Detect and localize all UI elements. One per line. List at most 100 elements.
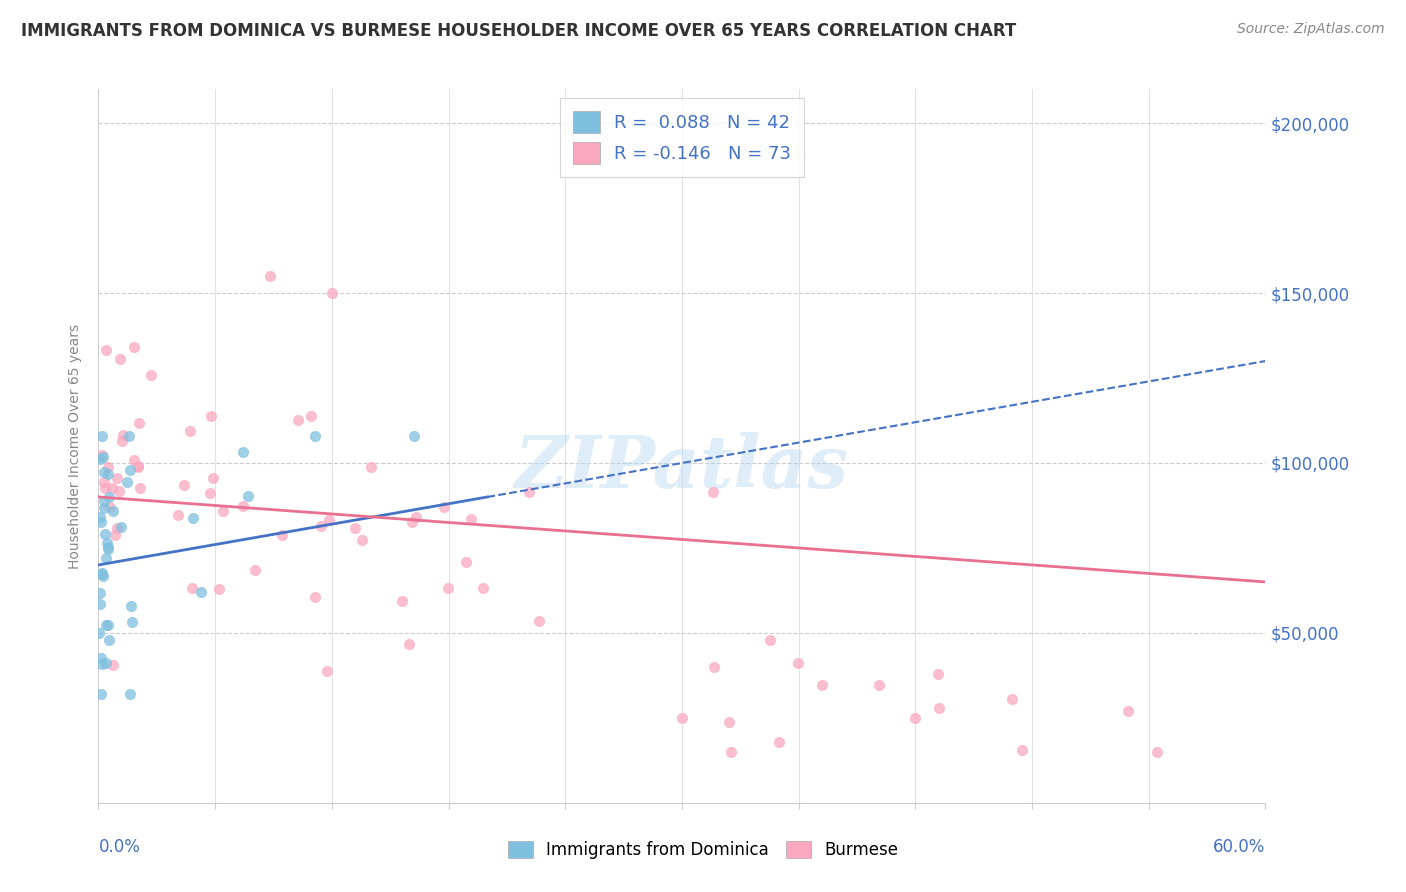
Point — [94, 656, 117, 670]
Point — [321, 286, 343, 301]
Point — [200, 409, 222, 423]
Point — [96, 343, 118, 357]
Point — [129, 481, 152, 495]
Point — [89, 510, 111, 524]
Point — [112, 428, 135, 442]
Point — [98, 500, 121, 514]
Point — [90, 657, 112, 672]
Point — [118, 429, 141, 443]
Point — [304, 590, 326, 604]
Point — [271, 528, 294, 542]
Point — [299, 409, 322, 424]
Point — [90, 687, 112, 701]
Point — [93, 465, 115, 479]
Point — [304, 429, 326, 443]
Point — [115, 475, 138, 489]
Point — [96, 460, 118, 475]
Point — [108, 352, 131, 367]
Point — [97, 540, 120, 554]
Point — [105, 521, 128, 535]
Point — [245, 563, 267, 577]
Point — [259, 269, 281, 284]
Point — [527, 614, 550, 628]
Point — [91, 569, 114, 583]
Point — [90, 651, 112, 665]
Point — [198, 485, 221, 500]
Point — [768, 734, 790, 748]
Point — [179, 424, 201, 438]
Text: 60.0%: 60.0% — [1213, 838, 1265, 856]
Point — [122, 452, 145, 467]
Point — [91, 450, 114, 464]
Point — [702, 485, 724, 500]
Point — [460, 512, 482, 526]
Point — [287, 413, 309, 427]
Point — [173, 477, 195, 491]
Point — [93, 501, 115, 516]
Point — [759, 633, 782, 648]
Point — [93, 475, 115, 490]
Point — [101, 504, 124, 518]
Legend: R =  0.088   N = 42, R = -0.146   N = 73: R = 0.088 N = 42, R = -0.146 N = 73 — [560, 98, 804, 177]
Point — [471, 581, 494, 595]
Point — [121, 615, 143, 629]
Point — [93, 494, 115, 508]
Point — [344, 521, 367, 535]
Point — [93, 527, 115, 541]
Point — [94, 481, 117, 495]
Point — [96, 536, 118, 550]
Point — [318, 513, 340, 527]
Point — [1118, 704, 1140, 718]
Point — [202, 471, 225, 485]
Point — [401, 515, 423, 529]
Point — [91, 448, 114, 462]
Point — [437, 581, 460, 595]
Point — [811, 678, 834, 692]
Point — [89, 625, 111, 640]
Point — [208, 582, 231, 597]
Point — [671, 711, 693, 725]
Point — [717, 714, 740, 729]
Point — [519, 485, 541, 500]
Point — [190, 585, 212, 599]
Point — [111, 434, 134, 448]
Text: 0.0%: 0.0% — [98, 838, 141, 856]
Point — [212, 504, 235, 518]
Point — [90, 515, 112, 529]
Point — [120, 687, 142, 701]
Point — [97, 467, 120, 481]
Point — [928, 701, 950, 715]
Point — [89, 451, 111, 466]
Point — [97, 618, 120, 632]
Point — [927, 667, 949, 681]
Point — [404, 429, 426, 443]
Legend: Immigrants from Dominica, Burmese: Immigrants from Dominica, Burmese — [502, 834, 904, 866]
Point — [787, 656, 810, 670]
Point — [236, 489, 259, 503]
Point — [120, 599, 142, 613]
Point — [122, 340, 145, 354]
Point — [316, 664, 339, 678]
Point — [181, 582, 204, 596]
Point — [97, 633, 120, 648]
Point — [232, 500, 254, 514]
Point — [1146, 745, 1168, 759]
Text: ZIPatlas: ZIPatlas — [515, 432, 849, 503]
Point — [456, 555, 478, 569]
Point — [96, 551, 118, 566]
Point — [391, 593, 413, 607]
Point — [96, 617, 118, 632]
Point — [1001, 691, 1024, 706]
Y-axis label: Householder Income Over 65 years: Householder Income Over 65 years — [69, 324, 83, 568]
Point — [868, 677, 890, 691]
Point — [232, 445, 254, 459]
Point — [120, 463, 142, 477]
Point — [107, 484, 129, 499]
Point — [127, 459, 149, 474]
Point — [181, 511, 204, 525]
Point — [703, 659, 725, 673]
Point — [139, 368, 162, 382]
Point — [110, 519, 132, 533]
Point — [105, 471, 128, 485]
Point — [398, 636, 420, 650]
